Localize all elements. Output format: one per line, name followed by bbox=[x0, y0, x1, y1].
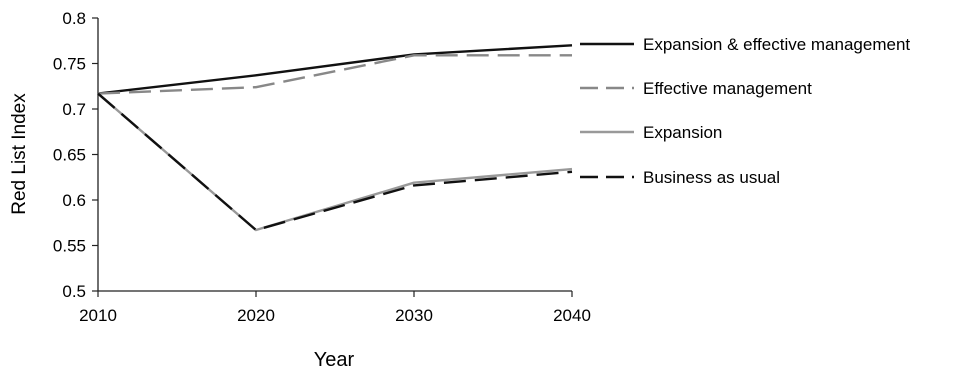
x-tick-label: 2030 bbox=[395, 306, 433, 325]
y-tick-label: 0.5 bbox=[62, 282, 86, 301]
y-tick-label: 0.55 bbox=[53, 237, 86, 256]
series-line-2 bbox=[97, 92, 573, 232]
series-line-0 bbox=[97, 44, 573, 95]
series-lines bbox=[97, 44, 573, 232]
y-tick-label: 0.75 bbox=[53, 55, 86, 74]
y-axis-title: Red List Index bbox=[9, 93, 30, 215]
x-tick-label: 2040 bbox=[553, 306, 591, 325]
legend-label-2: Expansion bbox=[643, 123, 722, 142]
y-tick-label: 0.65 bbox=[53, 146, 86, 165]
ticks: 0.5 0.55 0.6 0.65 0.7 0.75 0.8 2010 2020 2030 2040 bbox=[53, 9, 591, 325]
x-tick-label: 2010 bbox=[79, 306, 117, 325]
legend-label-1: Effective management bbox=[643, 79, 812, 98]
series-line-3 bbox=[97, 92, 573, 232]
y-tick-label: 0.6 bbox=[62, 191, 86, 210]
x-tick-label: 2020 bbox=[237, 306, 275, 325]
x-axis-title: Year bbox=[314, 349, 355, 371]
y-tick-label: 0.8 bbox=[62, 9, 86, 28]
series-line-1 bbox=[97, 54, 572, 95]
legend: Expansion & effective management Effectiv… bbox=[580, 35, 910, 187]
legend-label-0: Expansion & effective management bbox=[643, 35, 910, 54]
y-tick-label: 0.7 bbox=[62, 100, 86, 119]
legend-label-3: Business as usual bbox=[643, 168, 780, 187]
